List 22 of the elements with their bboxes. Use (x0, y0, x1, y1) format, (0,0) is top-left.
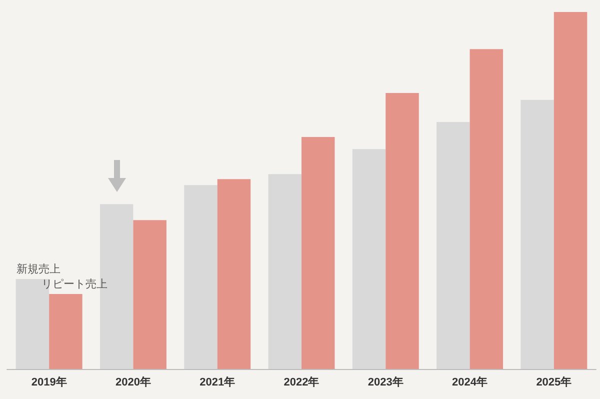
bar (184, 185, 218, 369)
x-tick-label: 2020年 (115, 376, 151, 388)
bar (302, 136, 335, 369)
x-tick-label: 2024年 (452, 376, 488, 388)
x-tick-label: 2022年 (284, 376, 320, 388)
bar (520, 100, 554, 369)
bar (352, 149, 386, 369)
bar (133, 220, 166, 369)
x-tick-label: 2025年 (536, 376, 572, 388)
x-tick-label: 2019年 (31, 376, 67, 388)
x-tick-label: 2023年 (368, 376, 404, 388)
bar (436, 122, 470, 369)
bar (554, 12, 588, 369)
x-tick-label: 2021年 (200, 376, 236, 388)
bar (386, 93, 419, 369)
bar (470, 49, 504, 369)
bar (268, 174, 302, 369)
series-label: 新規売上 (16, 262, 60, 276)
series-label: リピート売上 (42, 278, 108, 291)
bar (16, 279, 50, 369)
bar (217, 179, 251, 369)
bar (49, 294, 82, 369)
